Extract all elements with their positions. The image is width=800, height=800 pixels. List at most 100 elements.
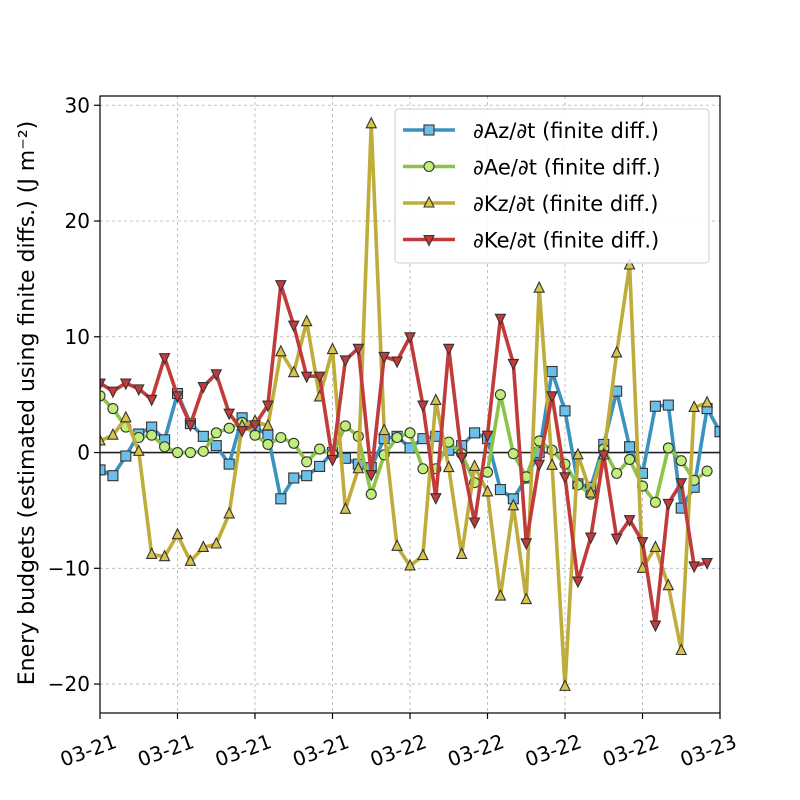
data-point — [624, 441, 636, 453]
data-point — [301, 456, 313, 468]
data-point — [100, 433, 106, 446]
x-tick-label: 03-23 — [677, 729, 740, 771]
data-point — [287, 365, 300, 378]
y-axis-label: Enery budgets (estimated using finite di… — [15, 121, 40, 686]
data-point — [533, 459, 546, 472]
x-axis: 03-21 03-21 03-21 03-21 03-22 03-22 03-22 03-22… — [57, 713, 740, 772]
data-point — [494, 484, 506, 496]
x-tick-label: 03-21 — [134, 729, 197, 771]
data-point — [120, 450, 132, 462]
data-point — [159, 441, 171, 453]
data-point — [572, 447, 584, 460]
data-point — [468, 459, 481, 471]
data-point — [365, 469, 378, 482]
data-point — [649, 620, 662, 633]
legend-label: ∂Az/∂t (finite diff.) — [473, 119, 659, 143]
data-point — [339, 355, 352, 368]
data-point — [107, 427, 119, 440]
legend-item: ∂Ke/∂t (finite diff.) — [403, 229, 659, 253]
data-point — [662, 498, 675, 511]
data-point — [339, 420, 351, 432]
data-point — [197, 430, 209, 442]
data-point — [300, 314, 313, 327]
data-point — [701, 395, 713, 408]
x-tick-label: 03-22 — [599, 729, 662, 771]
y-tick-label: 30 — [65, 93, 90, 117]
data-point — [119, 410, 132, 423]
data-point — [184, 554, 197, 566]
data-point — [262, 400, 274, 413]
series-4 — [100, 280, 713, 633]
data-point — [274, 280, 287, 292]
data-point — [100, 390, 106, 402]
data-point — [468, 517, 481, 530]
data-point — [559, 679, 571, 691]
x-tick-label: 03-21 — [57, 729, 120, 771]
data-point — [507, 448, 519, 460]
data-point — [171, 527, 184, 540]
data-point — [417, 548, 429, 561]
data-point — [107, 403, 119, 415]
data-point — [275, 431, 287, 444]
data-point — [675, 478, 688, 490]
data-point — [158, 549, 171, 562]
legend: ∂Az/∂t (finite diff.) ∂Ae/∂t (finite diff… — [394, 108, 710, 264]
data-point — [469, 427, 481, 439]
data-point — [100, 464, 106, 476]
data-point — [429, 493, 442, 505]
data-point — [442, 460, 455, 473]
y-tick-label: −20 — [48, 672, 90, 696]
data-point — [636, 537, 649, 549]
legend-label: ∂Kz/∂t (finite diff.) — [473, 192, 658, 216]
legend-swatch-marker — [423, 160, 435, 173]
data-point — [326, 454, 339, 467]
data-point — [184, 420, 197, 432]
series-3 — [100, 116, 713, 691]
data-point — [507, 498, 520, 511]
data-point — [197, 382, 210, 394]
data-point — [210, 369, 223, 382]
data-point — [132, 444, 145, 456]
legend-swatch-marker — [423, 124, 435, 136]
data-point — [714, 426, 720, 438]
data-point — [701, 557, 713, 570]
x-tick-label: 03-22 — [522, 729, 585, 771]
legend-swatch-marker — [423, 234, 435, 247]
data-point — [675, 455, 687, 467]
x-tick-label: 03-22 — [444, 729, 507, 771]
data-point — [455, 547, 468, 559]
series-layer — [100, 116, 720, 691]
data-point — [223, 422, 235, 434]
data-point — [662, 399, 674, 411]
data-point — [584, 485, 597, 498]
data-point — [184, 446, 196, 459]
data-point — [559, 405, 571, 417]
data-point — [494, 588, 507, 601]
data-point — [404, 558, 416, 571]
data-point — [507, 358, 520, 371]
data-point — [223, 458, 235, 470]
data-point — [378, 351, 391, 364]
data-point — [249, 420, 261, 432]
data-point — [275, 493, 287, 505]
data-point — [559, 472, 571, 485]
data-point — [481, 430, 494, 443]
data-point — [145, 394, 158, 407]
data-point — [288, 472, 300, 484]
x-tick-label: 03-22 — [367, 729, 430, 771]
data-point — [326, 342, 339, 355]
data-point — [378, 423, 391, 436]
data-point — [649, 540, 662, 553]
data-point — [417, 463, 429, 475]
data-point — [494, 313, 507, 326]
legend-label: ∂Ke/∂t (finite diff.) — [473, 229, 659, 253]
data-point — [145, 547, 158, 559]
y-tick-label: 0 — [77, 441, 90, 465]
data-point — [365, 116, 378, 129]
y-tick-label: 20 — [65, 209, 90, 233]
data-point — [391, 539, 403, 551]
data-point — [287, 320, 300, 333]
y-tick-label: −10 — [48, 556, 90, 580]
data-point — [262, 429, 274, 441]
